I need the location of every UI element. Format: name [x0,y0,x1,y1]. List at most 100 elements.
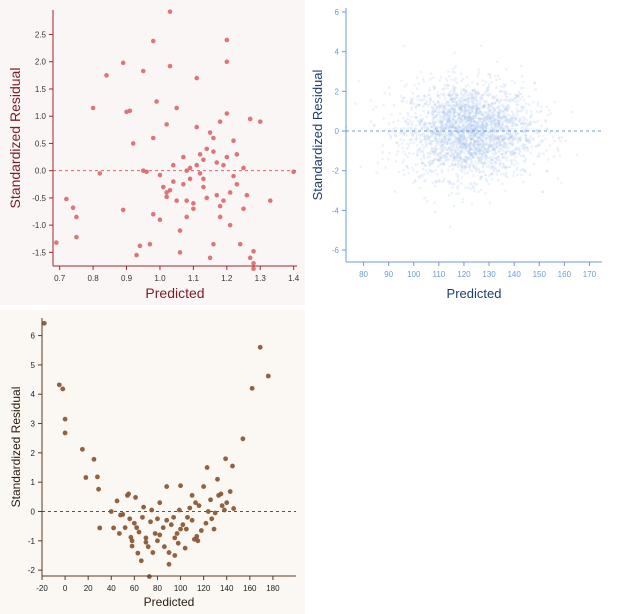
data-point [388,151,391,155]
data-point [478,131,481,134]
data-point [435,143,438,146]
data-point [536,155,539,158]
data-point [474,182,477,186]
data-point [494,121,497,125]
data-point [441,104,445,108]
data-point [508,132,512,136]
data-point [494,74,497,78]
data-point [502,143,506,147]
data-point [251,248,256,254]
data-point [451,142,454,146]
data-point [482,130,486,134]
data-point [475,166,478,170]
data-point [455,114,459,118]
data-point [500,135,503,139]
data-point [449,114,453,117]
data-point [428,162,431,165]
data-point [479,99,482,102]
data-point [428,87,431,90]
data-point [465,103,468,106]
data-point [438,155,442,159]
data-point [450,125,453,129]
data-point [497,122,501,126]
data-point [473,123,476,127]
data-point [505,144,508,148]
data-point [441,116,444,120]
data-point [506,125,509,128]
data-point [480,96,483,99]
data-point [461,158,465,161]
data-point [465,146,468,150]
data-point [470,133,473,136]
data-point [467,186,470,190]
data-point [453,140,456,144]
data-point [452,110,455,113]
data-point [515,146,518,149]
data-point [475,107,479,111]
data-point [529,135,532,138]
data-point [525,112,528,115]
data-point [500,172,503,176]
data-point [526,146,530,150]
data-point [508,106,511,109]
data-point [448,117,451,121]
data-point [464,125,467,129]
data-point [402,117,405,120]
data-point [459,136,462,139]
data-point [423,126,426,129]
data-point [431,160,434,163]
data-point [497,74,500,77]
data-point [508,143,511,146]
data-point [484,173,488,177]
data-point [432,109,435,113]
data-point [463,110,466,113]
data-point [519,110,522,113]
data-point [557,137,560,140]
data-point [430,140,434,143]
data-point [510,142,514,146]
data-point [194,162,200,168]
residual-scatter-chart-1: 0.7 0.8 0.9 1.0 1.1 1.2 1.3 1.4-1.5-1.0-0.50.00… [7,9,300,301]
data-point [432,116,435,119]
data-point [413,116,417,119]
data-point [441,134,444,137]
data-point [485,143,488,146]
data-point [497,135,500,138]
data-point [506,108,510,111]
data-point [464,109,467,112]
data-point [498,140,502,144]
data-point [512,116,516,120]
data-point [417,131,420,134]
data-point [452,125,455,129]
data-point [538,143,541,147]
data-point [490,119,493,123]
data-point [425,126,428,129]
data-point [481,126,484,129]
data-point [431,118,434,122]
data-point [517,119,521,123]
data-point [416,119,419,122]
data-point [446,114,449,117]
data-point [420,118,423,121]
data-point [445,158,448,161]
data-point [456,147,459,150]
data-point [451,100,454,103]
data-point [475,129,479,132]
data-point [411,131,415,134]
data-point [553,130,557,134]
data-point [510,162,513,166]
y-axis-label: Standardized Residual [9,387,23,508]
data-point [400,142,403,145]
data-point [473,151,477,155]
data-point [491,127,494,130]
data-point [437,125,440,129]
data-point [521,122,524,125]
data-point [447,128,450,131]
data-point [432,123,435,126]
data-point [508,119,511,122]
data-point [451,100,454,104]
data-point [381,144,385,147]
data-point [481,165,485,168]
data-point [417,82,421,86]
data-point [454,92,457,96]
